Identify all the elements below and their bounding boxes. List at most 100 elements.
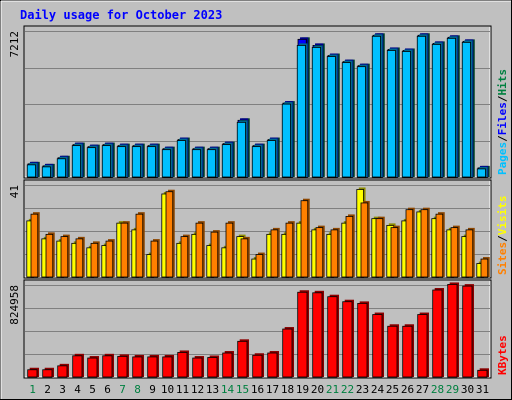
bar-pages — [446, 36, 458, 178]
bar-kbytes — [312, 290, 324, 378]
x-tick-label: 27 — [416, 383, 429, 396]
bar-sites — [450, 225, 460, 278]
bar-sites — [435, 212, 445, 278]
bar-sites — [195, 221, 205, 278]
bar-kbytes — [417, 312, 429, 378]
bar-kbytes — [402, 324, 414, 378]
bar-pages — [146, 144, 158, 178]
bar-sites — [480, 257, 490, 278]
bar-sites — [420, 207, 430, 278]
bar-pages — [461, 40, 473, 178]
bar-pages — [101, 143, 113, 178]
x-tick-label: 4 — [74, 383, 81, 396]
bar-sites — [405, 207, 415, 278]
legend-entry: KBytes — [496, 335, 509, 375]
bar-pages — [356, 64, 368, 178]
bar-kbytes — [252, 353, 264, 378]
x-tick-label: 31 — [476, 383, 489, 396]
bar-kbytes — [222, 351, 234, 378]
bar-sites — [45, 232, 55, 278]
bar-sites — [285, 221, 295, 278]
legend-entry: Pages — [496, 142, 509, 175]
legend-entry: Hits — [496, 69, 509, 96]
x-tick-label: 30 — [461, 383, 474, 396]
x-tick-label: 7 — [119, 383, 126, 396]
bar-kbytes — [87, 356, 99, 378]
legend-bottom: KBytes — [496, 335, 509, 375]
bar-pages — [56, 156, 68, 178]
bar-pages — [476, 166, 488, 178]
x-tick-label: 21 — [326, 383, 339, 396]
bar-kbytes — [27, 367, 39, 378]
bar-pages — [266, 138, 278, 178]
x-tick-label: 8 — [134, 383, 141, 396]
bar-pages — [116, 144, 128, 178]
bar-sites — [210, 230, 220, 278]
bar-pages — [71, 143, 83, 178]
bar-sites — [240, 236, 250, 278]
x-tick-label: 29 — [446, 383, 459, 396]
bar-sites — [465, 227, 475, 278]
x-tick-label: 13 — [206, 383, 219, 396]
bar-pages — [26, 162, 38, 178]
x-tick-label: 17 — [266, 383, 279, 396]
bar-pages — [41, 164, 53, 178]
bar-sites — [90, 241, 100, 278]
bar-sites — [225, 221, 235, 278]
bar-pages — [191, 147, 203, 178]
ymax-label-middle: 41 — [8, 185, 21, 198]
x-tick-label: 22 — [341, 383, 354, 396]
x-tick-label: 23 — [356, 383, 369, 396]
bar-pages — [221, 142, 233, 178]
bar-kbytes — [117, 354, 129, 378]
bar-sites — [375, 216, 385, 278]
bar-kbytes — [372, 312, 384, 378]
bar-pages — [86, 145, 98, 178]
bar-kbytes — [342, 299, 354, 378]
bar-kbytes — [42, 367, 54, 378]
ymax-label-bottom: 824958 — [8, 285, 21, 325]
x-tick-label: 3 — [59, 383, 66, 396]
x-tick-label: 25 — [386, 383, 399, 396]
x-tick-label: 2 — [44, 383, 51, 396]
bar-pages — [281, 102, 293, 178]
x-tick-label: 16 — [251, 383, 264, 396]
x-axis-labels: 1 2 3 4 5 6 7 8 9 10 11 12 13 14 15 16 17 18 19 20 21 22 23 24 2… — [29, 383, 489, 396]
x-tick-label: 9 — [149, 383, 156, 396]
bar-kbytes — [237, 339, 249, 378]
x-tick-label: 15 — [236, 383, 249, 396]
legend-entry: Visits — [496, 196, 509, 236]
bar-pages — [206, 147, 218, 178]
bar-pages — [371, 34, 383, 178]
bar-kbytes — [447, 282, 459, 378]
bar-kbytes — [147, 354, 159, 378]
bar-sites — [390, 225, 400, 278]
bar-sites — [165, 189, 175, 278]
panel-middle: 41 Sites/Visits — [8, 179, 509, 279]
x-tick-label: 18 — [281, 383, 294, 396]
chart-title: Daily usage for October 2023 — [20, 8, 222, 22]
bar-pages — [176, 138, 188, 178]
bar-kbytes — [102, 353, 114, 378]
x-tick-label: 28 — [431, 383, 444, 396]
bar-kbytes — [207, 355, 219, 378]
bar-kbytes — [57, 363, 69, 378]
bar-kbytes — [432, 288, 444, 378]
bar-pages — [296, 43, 308, 178]
bar-kbytes — [297, 290, 309, 378]
chart-panels: 7212Pages/Files/Hits41Sites/Visits824958… — [8, 25, 509, 379]
x-tick-label: 20 — [311, 383, 324, 396]
bar-pages — [251, 144, 263, 178]
bar-sites — [180, 234, 190, 278]
x-tick-label: 1 — [29, 383, 36, 396]
bar-kbytes — [282, 327, 294, 378]
bar-kbytes — [387, 324, 399, 378]
legend-top: Pages/Files/Hits — [496, 69, 509, 175]
bar-kbytes — [192, 356, 204, 378]
x-tick-label: 11 — [176, 383, 189, 396]
x-tick-label: 6 — [104, 383, 111, 396]
bar-kbytes — [267, 351, 279, 378]
bar-kbytes — [162, 354, 174, 378]
bar-sites — [30, 212, 40, 278]
